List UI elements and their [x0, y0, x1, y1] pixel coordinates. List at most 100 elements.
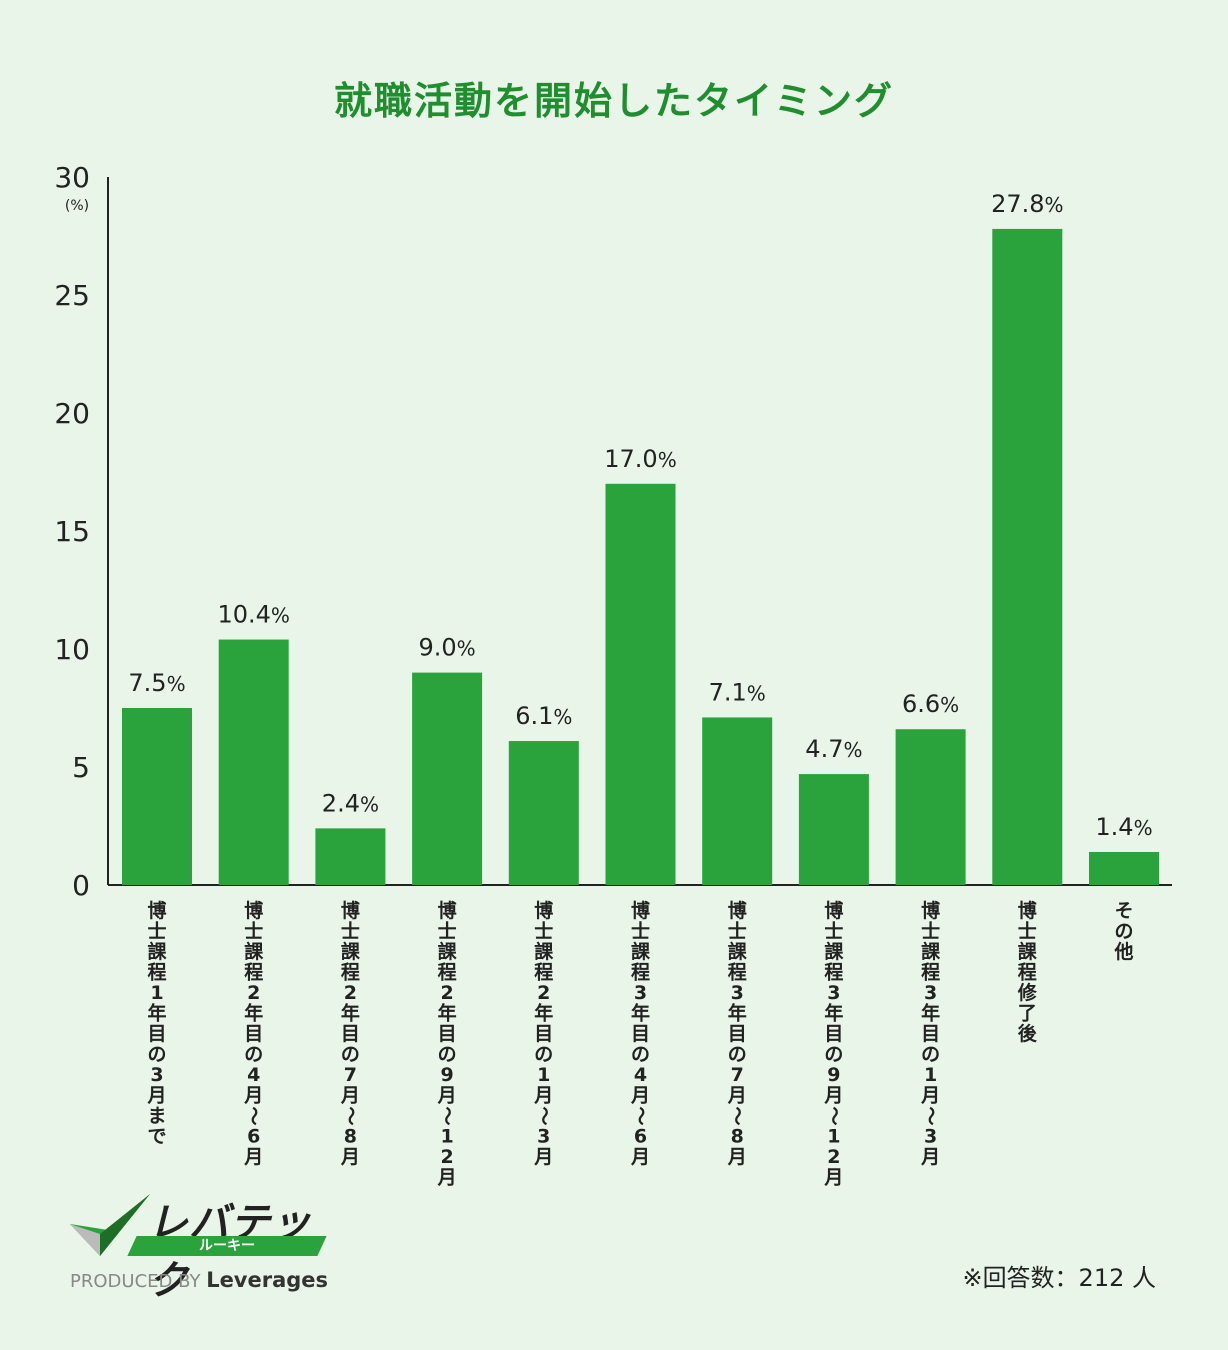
svg-text:の: の: [147, 1044, 166, 1066]
svg-text:士: 士: [341, 921, 360, 943]
svg-text:～: ～: [533, 1106, 555, 1125]
svg-text:～: ～: [920, 1106, 942, 1125]
bar-value-label: 4.7%: [805, 735, 862, 763]
svg-text:8: 8: [344, 1126, 357, 1148]
svg-text:士: 士: [438, 921, 457, 943]
svg-text:年: 年: [438, 1002, 457, 1025]
svg-text:博: 博: [728, 899, 747, 922]
svg-text:1: 1: [827, 1126, 840, 1148]
svg-text:目: 目: [244, 1023, 263, 1045]
svg-text:2: 2: [440, 1146, 453, 1168]
svg-text:課: 課: [728, 940, 748, 963]
svg-text:年: 年: [631, 1002, 650, 1025]
svg-text:で: で: [147, 1126, 166, 1148]
svg-text:修: 修: [1017, 981, 1038, 1004]
bar: [315, 828, 386, 885]
svg-text:年: 年: [147, 1002, 166, 1025]
svg-text:月: 月: [727, 1085, 747, 1107]
svg-text:1: 1: [440, 1126, 453, 1148]
svg-text:3: 3: [924, 1126, 937, 1148]
svg-text:9: 9: [827, 1064, 840, 1086]
svg-text:程: 程: [147, 962, 166, 984]
svg-text:程: 程: [631, 962, 650, 984]
svg-text:後: 後: [1018, 1022, 1038, 1045]
svg-text:程: 程: [728, 962, 747, 984]
levtech-rookie-logo: レバテック ルーキー PRODUCED BY Leverages: [70, 1190, 340, 1304]
svg-text:年: 年: [921, 1002, 940, 1025]
svg-text:士: 士: [244, 921, 263, 943]
svg-text:2: 2: [537, 982, 550, 1004]
svg-text:4: 4: [634, 1064, 647, 1086]
svg-text:課: 課: [631, 940, 651, 963]
svg-text:月: 月: [437, 1085, 457, 1107]
bar-value-label: 27.8%: [991, 190, 1063, 218]
svg-text:の: の: [438, 1044, 457, 1066]
svg-text:月: 月: [823, 1085, 843, 1107]
svg-text:年: 年: [728, 1002, 747, 1025]
svg-text:3: 3: [634, 982, 647, 1004]
chart-title: 就職活動を開始したタイミング: [333, 79, 894, 123]
svg-text:程: 程: [921, 962, 940, 984]
svg-text:の: の: [244, 1044, 263, 1066]
svg-text:程: 程: [438, 962, 457, 984]
produced-by: PRODUCED BY Leverages: [70, 1268, 328, 1292]
svg-text:博: 博: [631, 899, 650, 922]
svg-text:～: ～: [726, 1106, 748, 1125]
bar-value-label: 7.5%: [128, 669, 185, 697]
svg-text:程: 程: [1018, 962, 1037, 984]
svg-text:月: 月: [630, 1146, 650, 1168]
bar: [1089, 851, 1159, 885]
bar: [412, 672, 483, 885]
svg-text:目: 目: [728, 1023, 747, 1045]
svg-text:の: の: [534, 1044, 553, 1066]
svg-text:9: 9: [440, 1064, 453, 1086]
svg-text:課: 課: [1018, 940, 1038, 963]
svg-text:7: 7: [344, 1064, 357, 1086]
svg-text:目: 目: [631, 1023, 650, 1045]
svg-text:2: 2: [827, 1146, 840, 1168]
svg-text:博: 博: [1018, 899, 1037, 922]
y-tick-label: 30: [54, 161, 90, 194]
y-tick-label: 25: [54, 279, 90, 312]
svg-text:3: 3: [150, 1064, 163, 1086]
svg-text:そ: そ: [1114, 900, 1133, 922]
svg-text:目: 目: [534, 1023, 553, 1045]
svg-text:士: 士: [147, 921, 166, 943]
svg-text:月: 月: [340, 1085, 360, 1107]
svg-text:程: 程: [244, 962, 263, 984]
svg-text:6: 6: [634, 1126, 647, 1148]
bar-value-label: 6.1%: [515, 702, 572, 730]
svg-text:年: 年: [824, 1002, 843, 1025]
svg-text:～: ～: [630, 1106, 652, 1125]
svg-text:～: ～: [243, 1106, 265, 1125]
svg-text:士: 士: [728, 921, 747, 943]
svg-text:の: の: [921, 1044, 940, 1066]
bar-value-label: 1.4%: [1095, 813, 1152, 841]
logo-sub: ルーキー: [199, 1238, 255, 1254]
produced-by-text: PRODUCED BY: [70, 1271, 201, 1292]
svg-text:博: 博: [921, 899, 940, 922]
svg-text:博: 博: [534, 899, 553, 922]
bar-value-label: 17.0%: [604, 445, 676, 473]
x-category-label: その他: [1113, 900, 1133, 963]
svg-text:の: の: [824, 1044, 843, 1066]
bar: [122, 708, 192, 885]
svg-text:課: 課: [147, 940, 167, 963]
svg-text:博: 博: [438, 899, 457, 922]
svg-text:博: 博: [341, 899, 360, 922]
svg-text:月: 月: [823, 1167, 843, 1189]
svg-text:1: 1: [924, 1064, 937, 1086]
svg-text:程: 程: [824, 962, 843, 984]
svg-text:月: 月: [340, 1146, 360, 1168]
y-tick-label: 10: [54, 633, 90, 666]
bar: [605, 483, 676, 885]
bar-value-label: 2.4%: [322, 789, 379, 817]
svg-text:課: 課: [824, 940, 844, 963]
svg-text:博: 博: [244, 899, 263, 922]
y-axis-unit: (%): [65, 198, 89, 214]
svg-text:士: 士: [824, 921, 843, 943]
